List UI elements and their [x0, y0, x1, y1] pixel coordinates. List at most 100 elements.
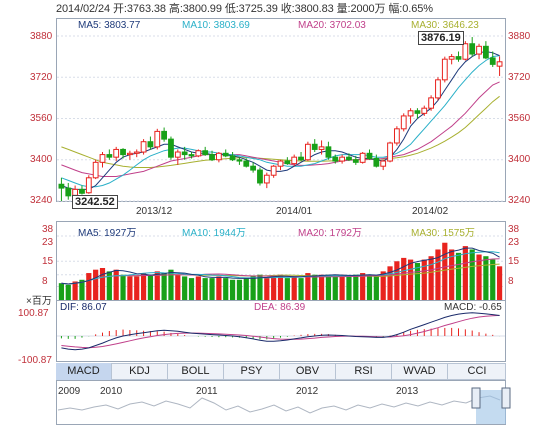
volume-y-tick-left: 23	[42, 237, 54, 248]
candle-body	[236, 159, 243, 162]
volume-y-tick-right: 23	[508, 237, 520, 248]
volume-bar	[407, 259, 414, 300]
volume-bar	[325, 274, 332, 300]
candle-body	[126, 152, 133, 156]
volume-y-tick-right: 38	[508, 224, 520, 235]
timeline-year: 2009	[58, 386, 81, 397]
price-y-tick-left: 3400	[30, 154, 53, 165]
volume-bar	[332, 276, 338, 300]
timeline-selection-window[interactable]	[476, 390, 506, 424]
candle-body	[174, 151, 181, 158]
volume-bar	[175, 274, 181, 300]
price-ma20-label: MA20: 3702.03	[298, 20, 366, 31]
volume-bar	[209, 278, 215, 300]
volume-bar	[284, 278, 290, 300]
macd-y-tick: -100.87	[18, 355, 52, 366]
tab-cci[interactable]: CCI	[467, 365, 487, 377]
volume-unit-label: ×百万	[26, 296, 52, 307]
tab-rsi[interactable]: RSI	[336, 363, 392, 380]
candle-body	[291, 156, 298, 165]
volume-bar	[490, 259, 496, 300]
stock-chart[interactable]	[0, 0, 534, 362]
volume-y-tick-left: 15	[42, 256, 54, 267]
candle-body	[147, 141, 154, 148]
open-label: 开:	[113, 3, 127, 15]
timeline-year: 2011	[196, 386, 218, 397]
tab-psy[interactable]: PSY	[224, 363, 280, 380]
volume-ma30-label: MA30: 1575万	[411, 228, 475, 239]
low-label: 低:	[224, 3, 239, 15]
candle-body	[380, 160, 387, 167]
price-y-tick-left: 3880	[30, 31, 53, 42]
timeline-left-handle[interactable]	[471, 387, 481, 409]
tab-wvad[interactable]: WVAD	[392, 363, 448, 380]
candle-body	[257, 169, 263, 184]
volume-bar	[346, 276, 352, 300]
macd-dea-line	[61, 314, 500, 349]
change-value: 0.65%	[402, 3, 433, 15]
volume-bar	[271, 276, 277, 300]
volume-bar	[496, 266, 503, 300]
high-price-marker: 3876.19	[418, 31, 464, 45]
volume-bar	[435, 249, 441, 300]
candle-body	[161, 130, 168, 140]
volume-ma5-label: MA5: 1927万	[78, 228, 137, 239]
high-value: 3800.99	[182, 3, 222, 15]
tab-obv[interactable]: OBV	[280, 363, 336, 380]
price-candles	[58, 37, 503, 201]
candle-body	[462, 43, 469, 60]
candle-body	[304, 143, 311, 161]
tab-kdj[interactable]: KDJ	[112, 363, 168, 380]
candle-body	[202, 150, 209, 156]
price-y-tick-left: 3720	[30, 72, 53, 83]
price-y-tick-right: 3240	[508, 195, 531, 206]
candle-body	[195, 150, 202, 157]
candle-body	[482, 45, 489, 59]
volume-bar	[483, 256, 489, 300]
macd-dif-line	[61, 312, 500, 351]
volume-bar	[223, 278, 229, 300]
candle-body	[489, 57, 496, 65]
volume-bar	[140, 273, 147, 300]
volume-y-tick-left: 8	[42, 276, 48, 287]
timeline-year: 2013	[396, 386, 419, 397]
candle-body	[215, 152, 222, 161]
timeline-navigator[interactable]	[0, 380, 534, 426]
volume-bar	[65, 284, 71, 300]
candle-body	[366, 152, 373, 159]
candle-body	[428, 97, 435, 109]
volume-bar	[462, 246, 468, 300]
timeline-year: 2010	[100, 386, 123, 397]
candle-body	[407, 110, 414, 117]
open-value: 3763.38	[126, 3, 166, 15]
tab-boll[interactable]: BOLL	[168, 363, 224, 380]
candle-body	[140, 141, 147, 153]
price-y-tick-right: 3560	[508, 113, 531, 124]
volume-bar	[442, 242, 448, 300]
candle-body	[120, 148, 126, 156]
volume-bar	[229, 279, 236, 300]
volume-bar	[161, 273, 167, 300]
candle-body	[435, 79, 441, 99]
price-x-tick: 2014/01	[276, 206, 313, 217]
candle-body	[277, 160, 284, 167]
change-label: 幅:	[388, 3, 403, 15]
volume-bar	[147, 274, 154, 300]
volume-bar	[277, 274, 284, 300]
candle-body	[311, 143, 318, 150]
price-ma5-label: MA5: 3803.77	[78, 20, 141, 31]
candle-body	[339, 156, 346, 162]
tab-macd[interactable]: MACD	[56, 363, 112, 380]
macd-value-label: MACD: -0.65	[444, 302, 502, 313]
volume-bar	[93, 269, 99, 300]
price-y-tick-right: 3880	[508, 31, 531, 42]
candle-body	[222, 152, 229, 157]
candle-body	[58, 183, 65, 189]
close-label: 收:	[280, 3, 295, 15]
volume-bar	[264, 278, 270, 300]
volume-moving-averages	[61, 247, 500, 285]
candle-body	[373, 157, 380, 167]
candle-body	[188, 154, 195, 157]
timeline-right-handle[interactable]	[501, 387, 511, 409]
candle-body	[318, 146, 325, 150]
